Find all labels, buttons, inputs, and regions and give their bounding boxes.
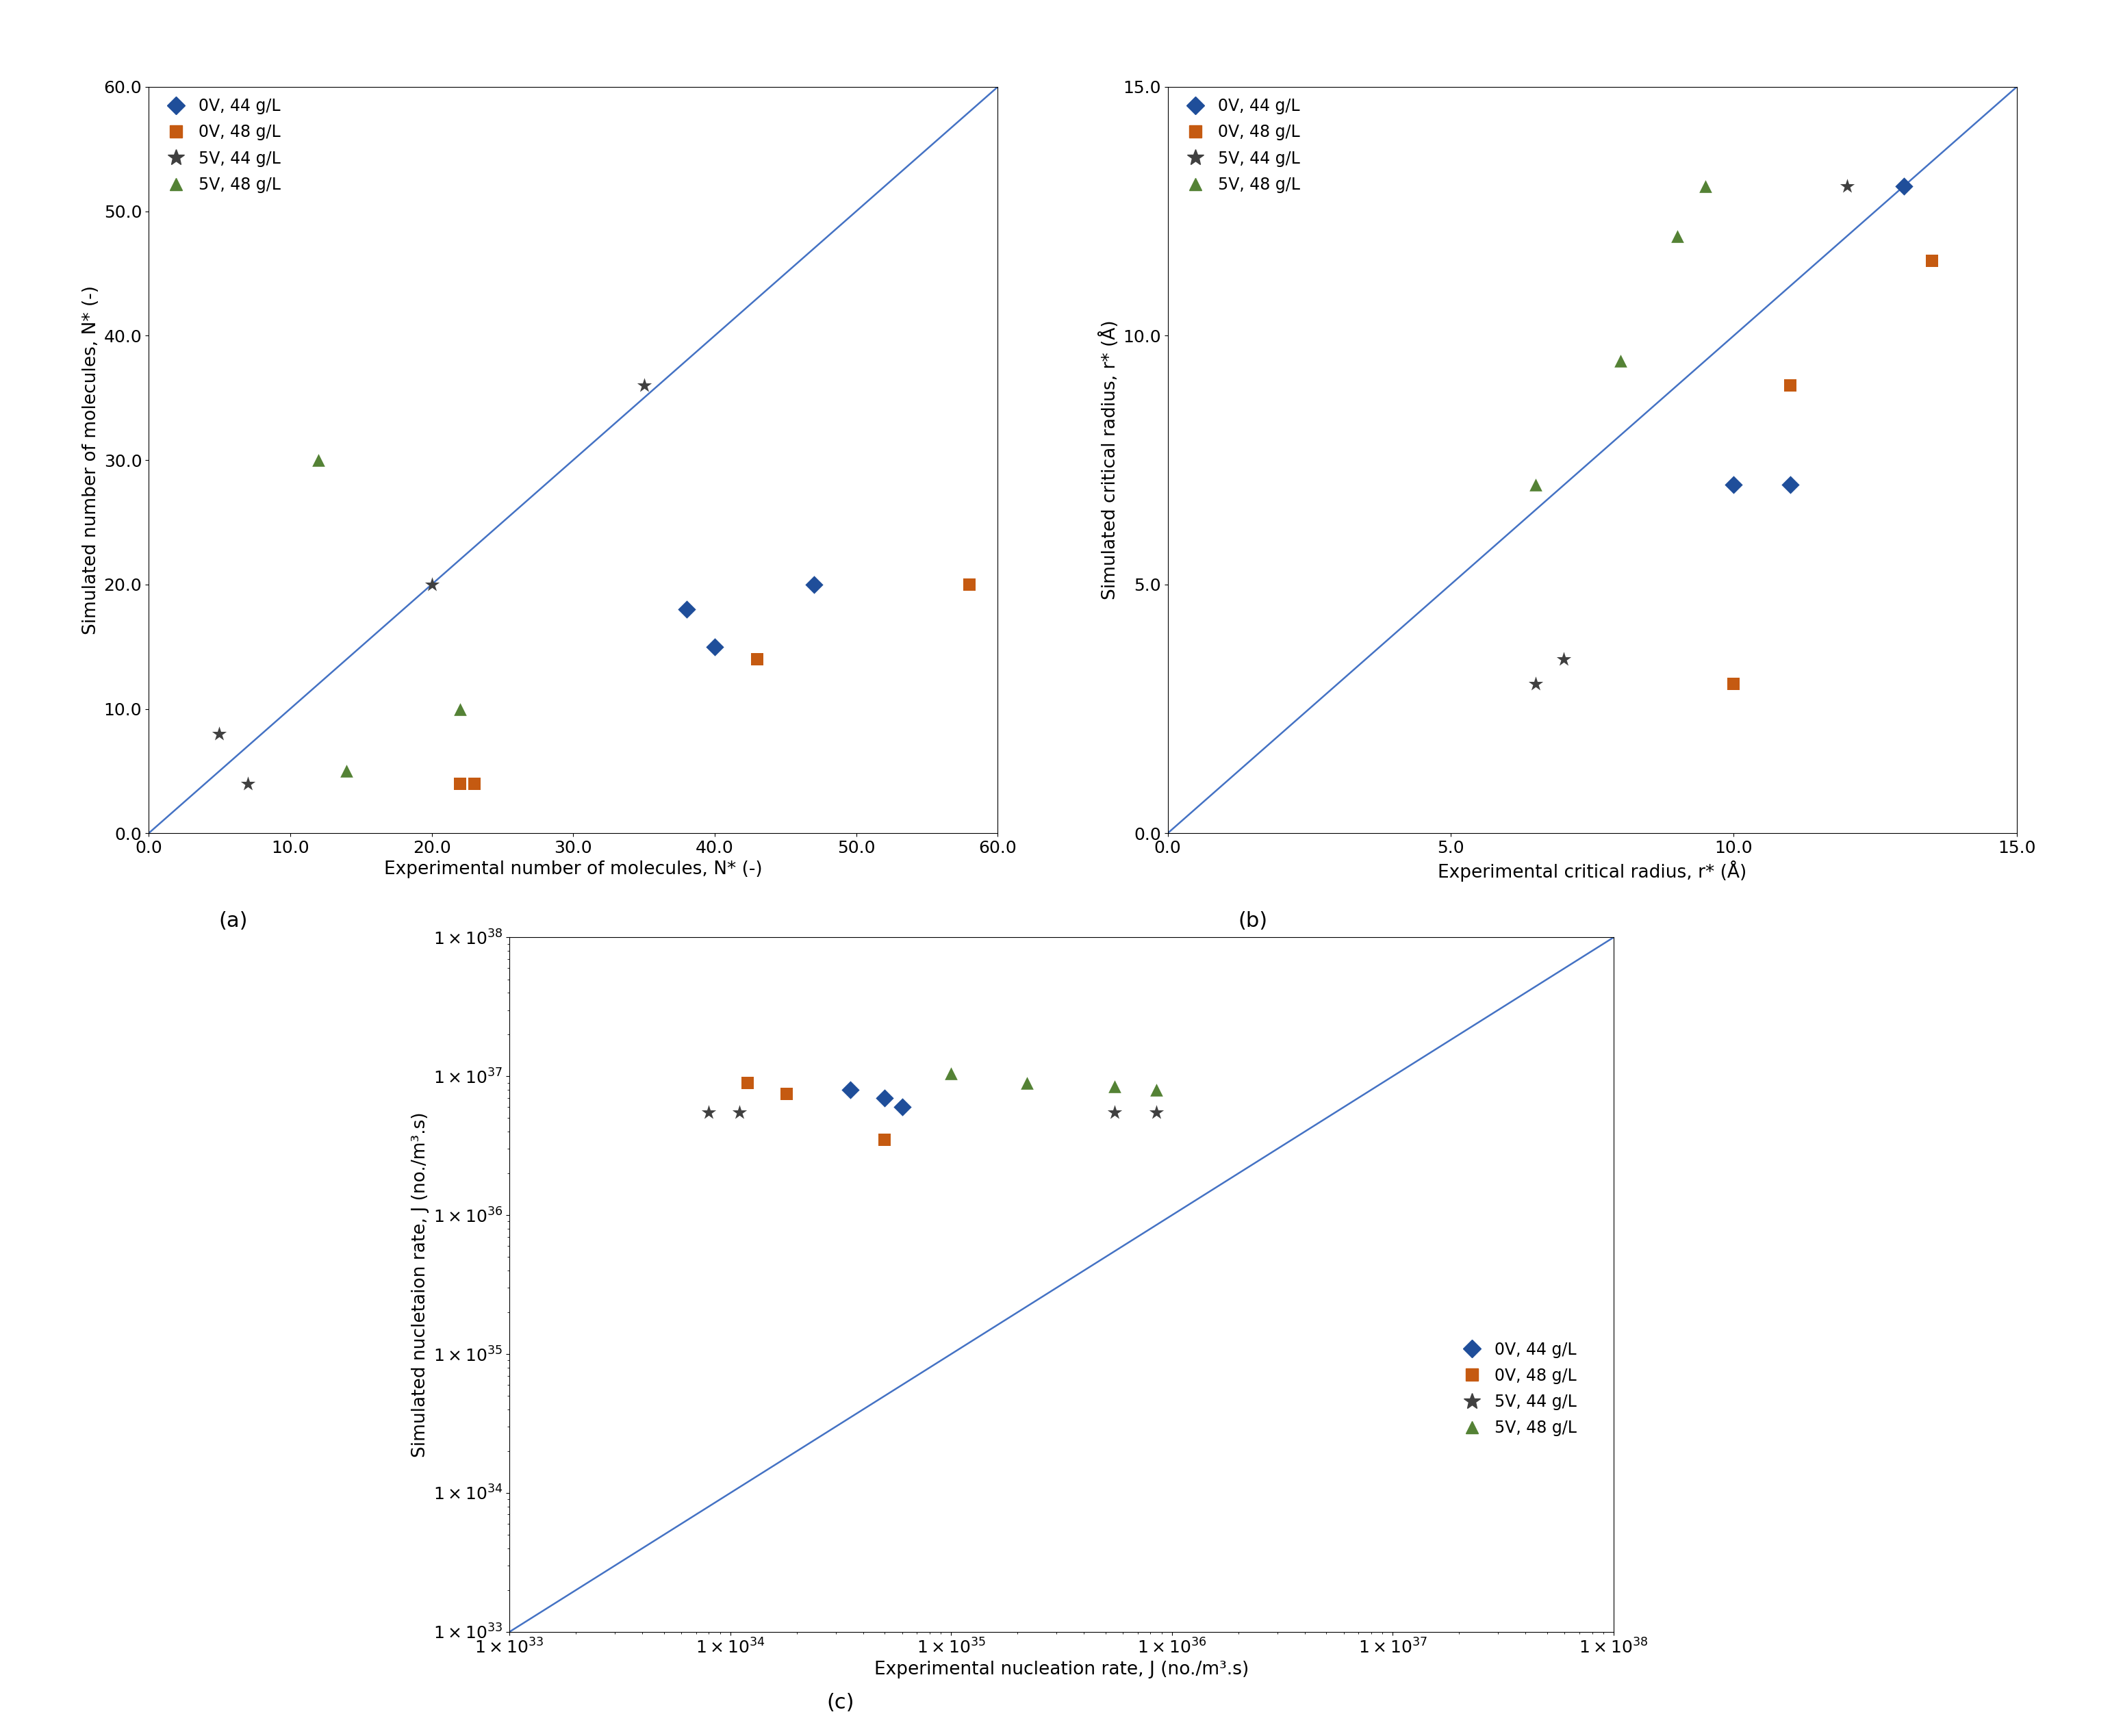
Point [741,646,775,674]
Point [953,571,987,599]
Point [692,1099,726,1127]
Point [444,769,478,797]
Point [231,769,265,797]
Point [1518,470,1552,498]
X-axis label: Experimental number of molecules, N* (-): Experimental number of molecules, N* (-) [384,859,762,878]
X-axis label: Experimental nucleation rate, J (no./m³.s): Experimental nucleation rate, J (no./m³.… [875,1661,1248,1679]
Point [1518,670,1552,698]
Point [456,769,490,797]
X-axis label: Experimental critical radius, r* (Å): Experimental critical radius, r* (Å) [1437,859,1747,882]
Point [834,1076,868,1104]
Point [1830,172,1864,200]
Point [414,571,448,599]
Point [329,757,363,785]
Point [1773,372,1807,399]
Point [1603,347,1637,375]
Y-axis label: Simulated number of molecules, N* (-): Simulated number of molecules, N* (-) [83,285,100,635]
Point [202,720,236,748]
Point [1548,646,1582,674]
Point [1773,470,1807,498]
Point [771,1080,805,1108]
Point [934,1059,968,1087]
Point [885,1094,919,1121]
Point [730,1069,764,1097]
Point [1887,172,1921,200]
Point [626,372,660,399]
Point [301,446,335,474]
Point [796,571,830,599]
Point [1688,172,1722,200]
Y-axis label: Simulated critical radius, r* (Å): Simulated critical radius, r* (Å) [1100,319,1119,601]
Point [1011,1069,1045,1097]
Point [444,694,478,722]
Legend: 0V, 44 g/L, 0V, 48 g/L, 5V, 44 g/L, 5V, 48 g/L: 0V, 44 g/L, 0V, 48 g/L, 5V, 44 g/L, 5V, … [1450,1335,1584,1443]
Point [722,1099,756,1127]
Point [669,595,703,623]
Point [698,634,732,661]
Text: (b): (b) [1238,911,1267,930]
Text: (a): (a) [219,911,248,930]
Point [868,1125,902,1153]
Point [1098,1099,1132,1127]
Point [1718,670,1751,698]
Point [1140,1099,1174,1127]
Point [1098,1073,1132,1101]
Point [868,1083,902,1111]
Legend: 0V, 44 g/L, 0V, 48 g/L, 5V, 44 g/L, 5V, 48 g/L: 0V, 44 g/L, 0V, 48 g/L, 5V, 44 g/L, 5V, … [157,95,284,196]
Y-axis label: Simulated nucletaion rate, J (no./m³.s): Simulated nucletaion rate, J (no./m³.s) [412,1113,429,1457]
Legend: 0V, 44 g/L, 0V, 48 g/L, 5V, 44 g/L, 5V, 48 g/L: 0V, 44 g/L, 0V, 48 g/L, 5V, 44 g/L, 5V, … [1176,95,1304,196]
Point [1718,470,1751,498]
Point [1915,247,1949,274]
Point [1140,1076,1174,1104]
Text: (c): (c) [826,1693,856,1712]
Point [1660,222,1694,250]
